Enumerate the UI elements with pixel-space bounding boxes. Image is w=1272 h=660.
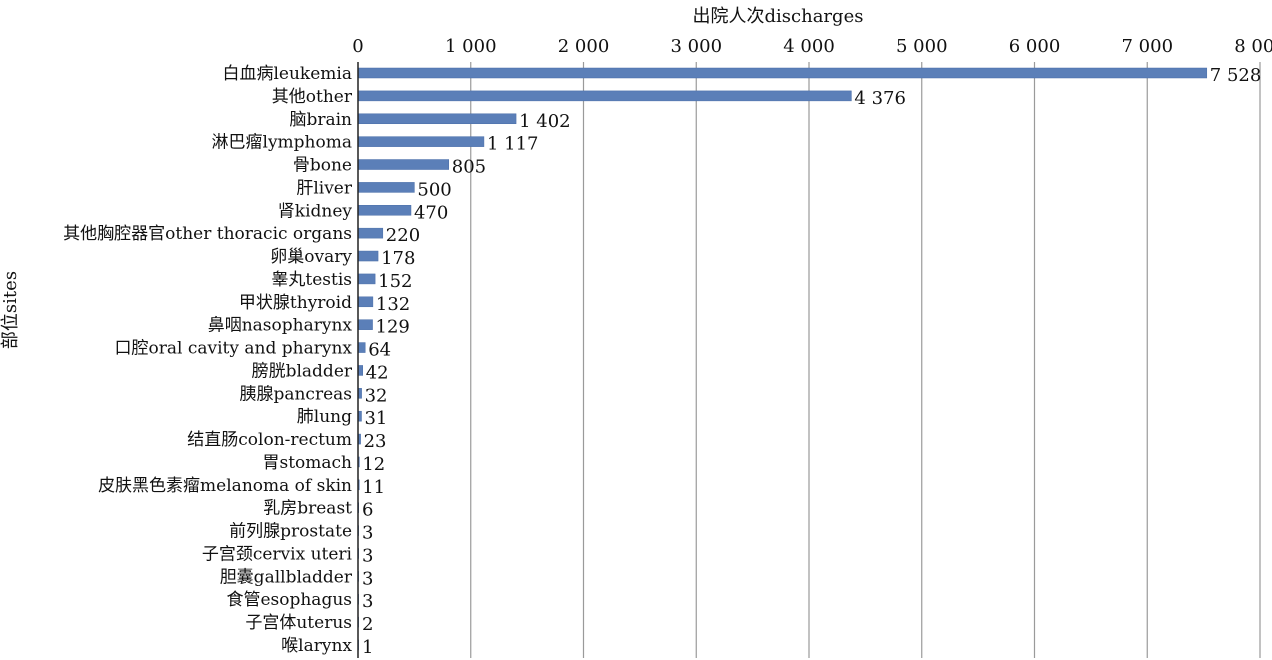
category-label: 皮肤黑色素瘤melanoma of skin bbox=[98, 476, 352, 496]
bar bbox=[357, 136, 485, 147]
category-label: 骨bone bbox=[293, 156, 352, 176]
x-tick-label: 3 000 bbox=[670, 36, 722, 57]
data-label: 3 bbox=[362, 568, 373, 589]
category-label: 睾丸testis bbox=[271, 270, 352, 290]
data-label: 31 bbox=[364, 408, 387, 429]
data-label: 178 bbox=[381, 248, 415, 269]
x-tick-label: 6 000 bbox=[1009, 36, 1061, 57]
category-label: 乳房breast bbox=[263, 499, 352, 519]
data-label: 152 bbox=[378, 271, 412, 292]
data-label: 4 376 bbox=[854, 88, 906, 109]
bar bbox=[357, 319, 373, 330]
data-label: 129 bbox=[376, 317, 410, 338]
category-label: 子宫颈cervix uteri bbox=[202, 544, 353, 564]
category-label: 其他other bbox=[272, 87, 353, 107]
data-label: 23 bbox=[364, 431, 387, 452]
category-label: 卵巢ovary bbox=[270, 247, 352, 267]
category-label: 胃stomach bbox=[262, 453, 352, 473]
data-label: 2 bbox=[362, 614, 373, 635]
bar bbox=[357, 296, 374, 308]
category-label: 膀胱bladder bbox=[252, 361, 353, 381]
data-label: 6 bbox=[362, 500, 373, 521]
bar bbox=[357, 159, 450, 170]
data-label: 11 bbox=[362, 477, 385, 498]
bar bbox=[357, 182, 415, 193]
data-label: 32 bbox=[365, 385, 388, 406]
category-label: 肾kidney bbox=[278, 201, 353, 221]
x-axis-title: 出院人次discharges bbox=[693, 6, 864, 27]
data-label: 7 528 bbox=[1210, 65, 1262, 86]
data-label: 3 bbox=[362, 545, 373, 566]
category-label: 结直肠colon-rectum bbox=[187, 430, 352, 450]
bar bbox=[357, 227, 384, 239]
data-label: 220 bbox=[386, 225, 420, 246]
data-label: 12 bbox=[362, 454, 385, 475]
category-label: 肝liver bbox=[296, 178, 353, 198]
x-tick-label: 1 000 bbox=[445, 36, 497, 57]
data-label: 132 bbox=[376, 294, 410, 315]
category-label: 淋巴瘤lymphoma bbox=[212, 133, 352, 153]
category-label: 胆囊gallbladder bbox=[220, 567, 353, 587]
data-label: 1 402 bbox=[519, 111, 571, 132]
bar bbox=[357, 273, 376, 285]
bar bbox=[357, 250, 379, 262]
category-label: 前列腺prostate bbox=[229, 522, 352, 542]
category-label: 口腔oral cavity and pharynx bbox=[115, 339, 353, 359]
category-label: 食管esophagus bbox=[226, 590, 352, 610]
data-label: 470 bbox=[414, 202, 448, 223]
x-tick-label: 4 000 bbox=[783, 36, 835, 57]
bar bbox=[357, 113, 517, 125]
data-label: 1 bbox=[362, 637, 373, 658]
bar bbox=[357, 342, 366, 353]
category-label: 肺lung bbox=[297, 407, 352, 427]
data-label: 1 117 bbox=[487, 134, 539, 155]
category-label: 其他胸腔器官other thoracic organs bbox=[63, 224, 352, 244]
data-label: 3 bbox=[362, 523, 373, 544]
data-label: 3 bbox=[362, 591, 373, 612]
data-label: 64 bbox=[368, 340, 391, 361]
category-label: 子宫体uterus bbox=[245, 613, 352, 633]
x-tick-label: 5 000 bbox=[896, 36, 948, 57]
bar bbox=[357, 67, 1208, 79]
data-label: 500 bbox=[417, 179, 451, 200]
category-label: 鼻咽nasopharynx bbox=[208, 316, 353, 336]
bar bbox=[357, 90, 852, 102]
y-axis-title: 部位sites bbox=[0, 271, 21, 349]
category-label: 白血病leukemia bbox=[222, 64, 352, 84]
x-tick-label: 2 000 bbox=[558, 36, 610, 57]
category-label: 喉larynx bbox=[281, 636, 352, 656]
data-label: 42 bbox=[366, 362, 389, 383]
category-label: 甲状腺thyroid bbox=[239, 293, 352, 313]
data-label: 805 bbox=[452, 157, 486, 178]
x-tick-label: 0 bbox=[352, 36, 363, 57]
x-tick-label: 8 000 bbox=[1234, 36, 1272, 57]
x-tick-label: 7 000 bbox=[1121, 36, 1173, 57]
bar bbox=[357, 205, 412, 216]
category-label: 脑brain bbox=[289, 110, 352, 130]
category-label: 胰腺pancreas bbox=[239, 384, 352, 404]
